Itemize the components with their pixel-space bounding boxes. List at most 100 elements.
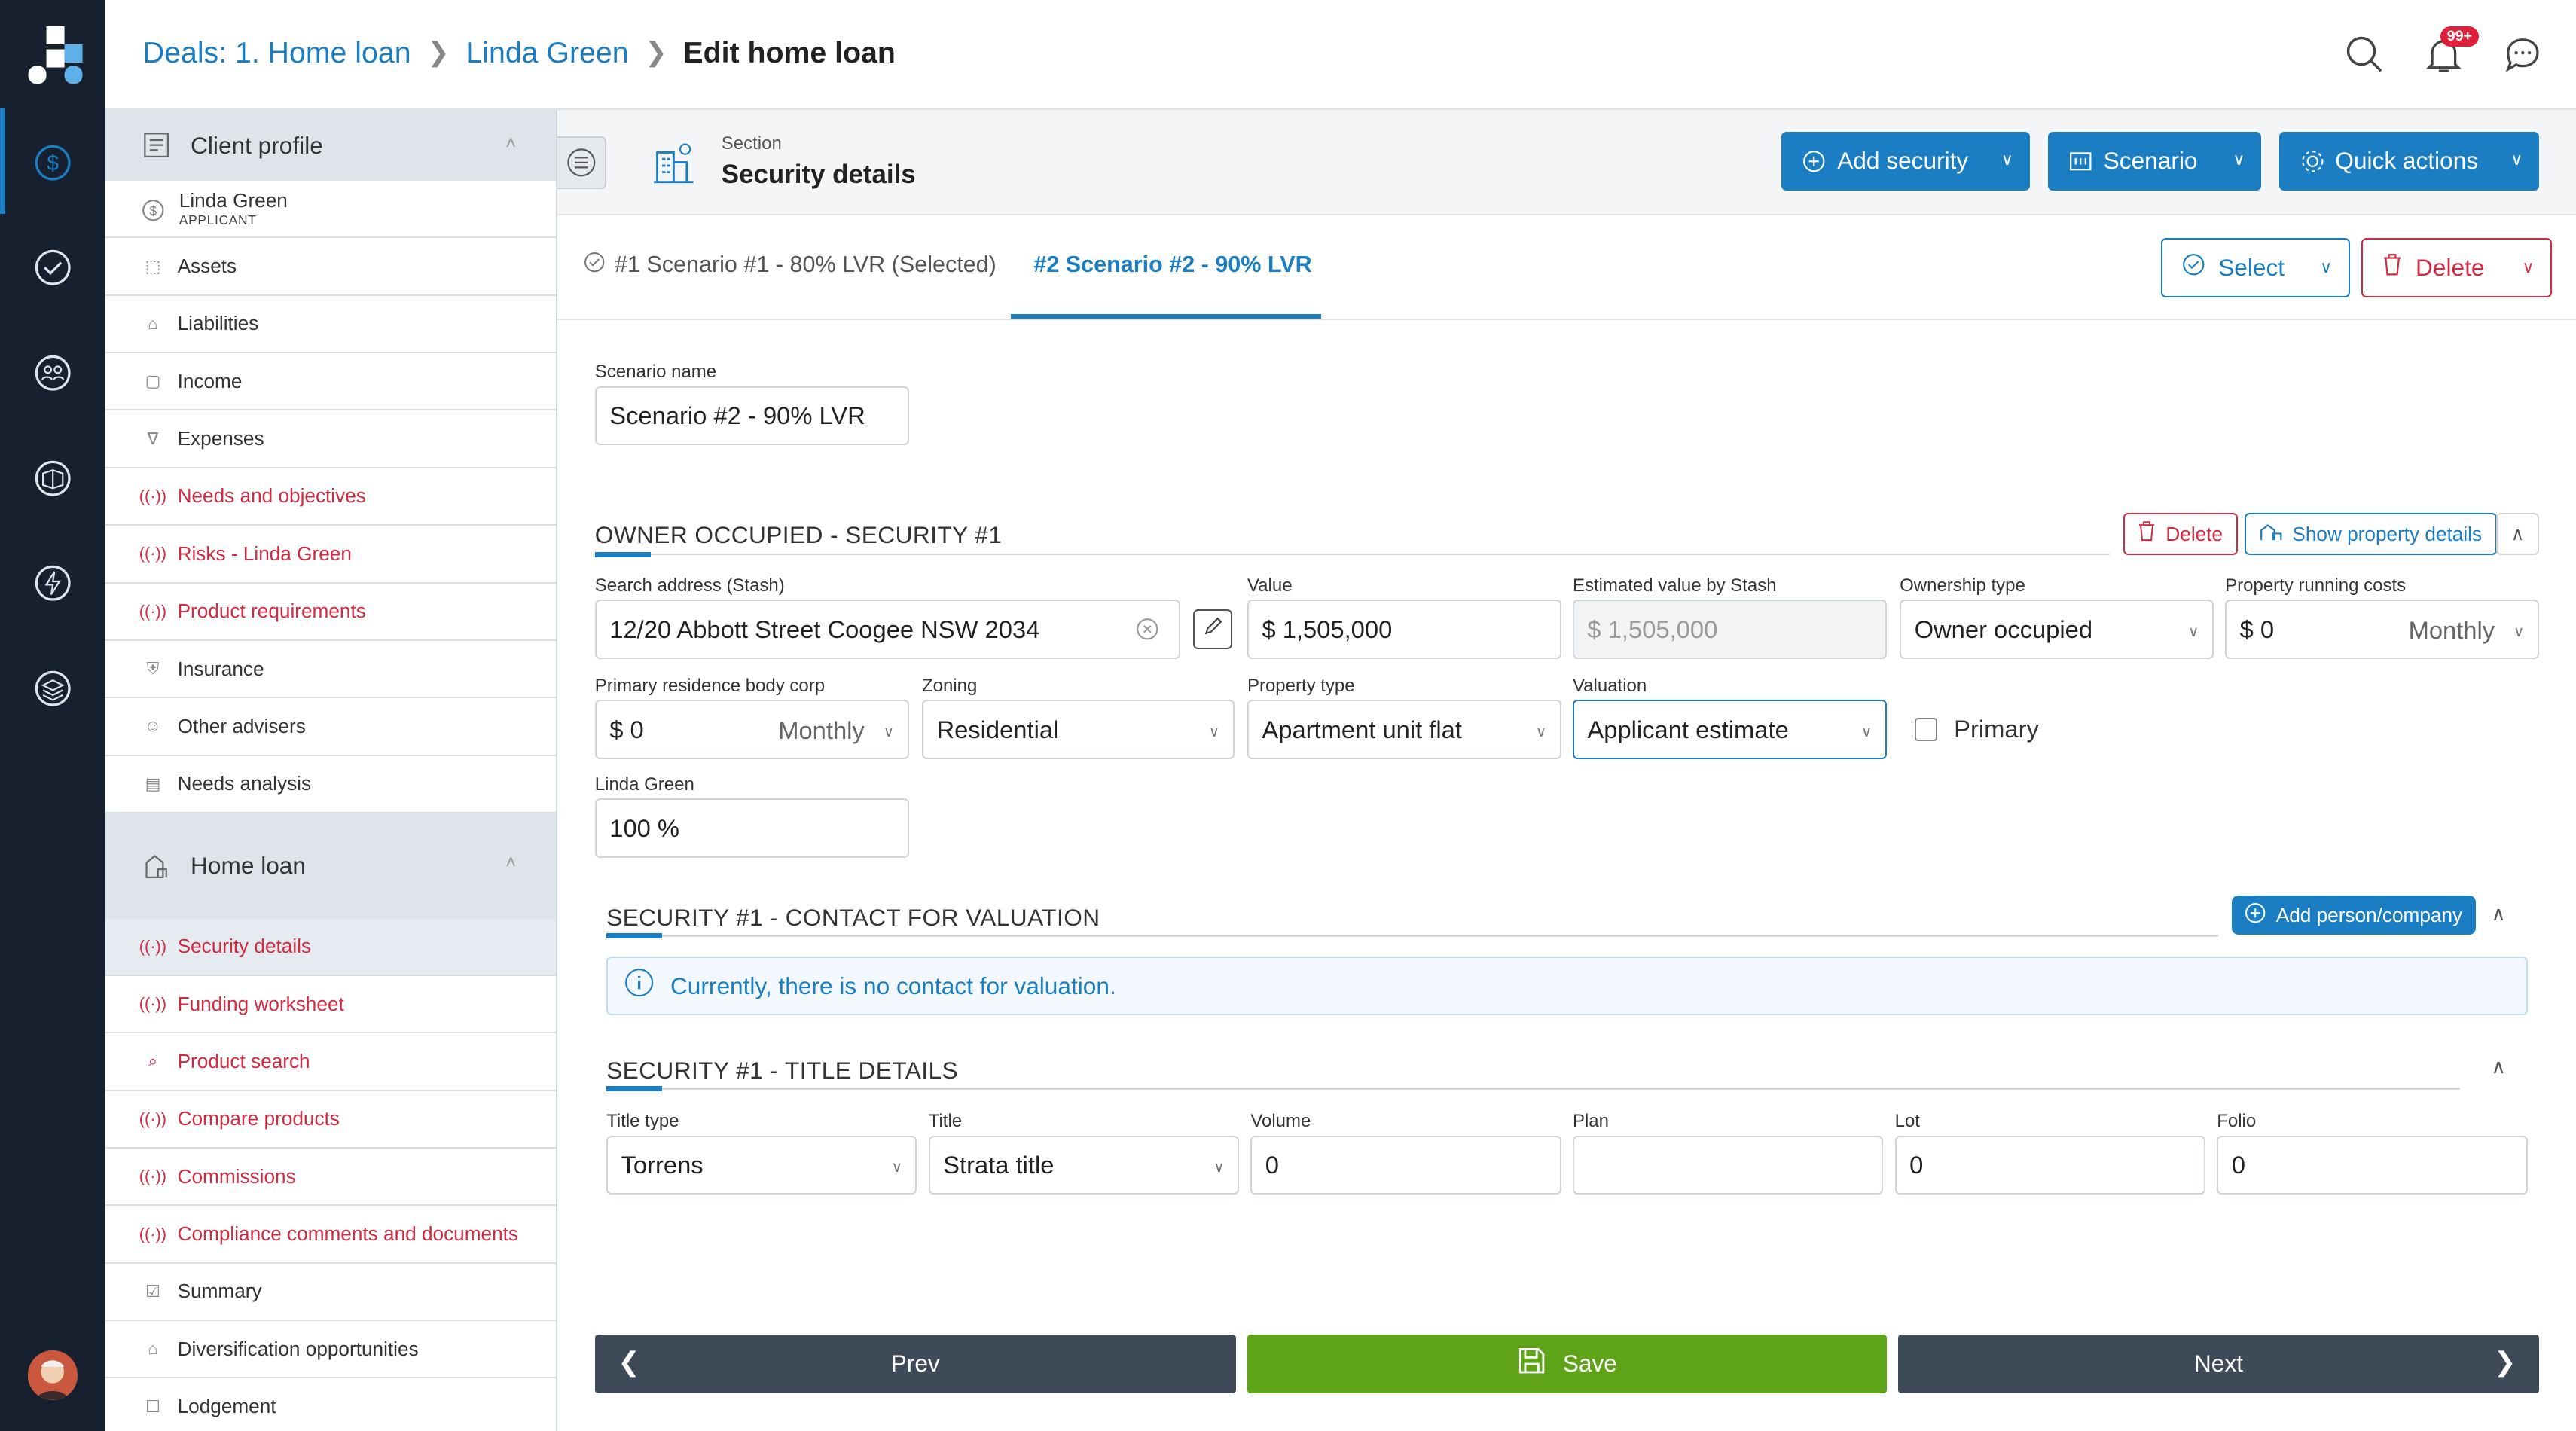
folio-input[interactable]: 0 bbox=[2217, 1135, 2528, 1195]
sidebar-item-assets[interactable]: ⬚ Assets bbox=[105, 238, 556, 296]
select-scenario-button[interactable]: Select ∨ bbox=[2161, 238, 2350, 297]
sidebar-item-expenses[interactable]: ∇ Expenses bbox=[105, 410, 556, 468]
layers-stack-icon[interactable] bbox=[33, 669, 72, 708]
chevron-up-icon[interactable]: ∧ bbox=[2491, 1054, 2506, 1078]
sidebar-item-needs-analysis[interactable]: ▤ Needs analysis bbox=[105, 755, 556, 813]
breadcrumb-deals-link[interactable]: Deals: 1. Home loan bbox=[142, 35, 411, 69]
save-button[interactable]: Save bbox=[1247, 1334, 1887, 1394]
collapse-security-button[interactable]: ∧ bbox=[2496, 512, 2539, 556]
sidebar-item-summary[interactable]: ☑ Summary bbox=[105, 1263, 556, 1322]
sidebar-item-product-search[interactable]: ⌕ Product search bbox=[105, 1033, 556, 1091]
sidebar-item-product-requirements[interactable]: ((·)) Product requirements bbox=[105, 583, 556, 641]
body-corp-frequency[interactable]: Monthly bbox=[778, 716, 865, 745]
chevron-down-icon[interactable]: ∨ bbox=[2522, 258, 2535, 277]
automation-bolt-icon[interactable] bbox=[33, 563, 72, 603]
group-home-loan[interactable]: Home loan ˄ bbox=[105, 813, 556, 919]
sidebar-item-commissions[interactable]: ((·)) Commissions bbox=[105, 1149, 556, 1207]
valuation-label: Valuation bbox=[1572, 675, 1647, 696]
property-icon bbox=[2260, 520, 2283, 547]
security-heading: OWNER OCCUPIED - SECURITY #1 bbox=[594, 520, 1003, 548]
tab-scenario-2[interactable]: #2 Scenario #2 - 90% LVR bbox=[1033, 251, 1312, 277]
sidebar-item-label: Lodgement bbox=[177, 1395, 276, 1418]
sidebar-item-liabilities[interactable]: ⌂ Liabilities bbox=[105, 295, 556, 354]
delete-security-button[interactable]: Delete bbox=[2123, 512, 2238, 556]
primary-checkbox[interactable] bbox=[1914, 718, 1938, 741]
prev-button[interactable]: ❮ Prev bbox=[594, 1334, 1236, 1394]
running-costs-frequency[interactable]: Monthly bbox=[2408, 615, 2495, 644]
breadcrumb-chevron-icon: ❯ bbox=[645, 38, 667, 68]
add-person-label: Add person/company bbox=[2275, 903, 2463, 926]
sidebar-item-security-details[interactable]: ((·)) Security details bbox=[105, 918, 556, 976]
sidebar-item-diversification[interactable]: ⌂ Diversification opportunities bbox=[105, 1321, 556, 1379]
ownership-type-label: Ownership type bbox=[1900, 575, 2025, 596]
breadcrumb: Deals: 1. Home loan ❯ Linda Green ❯ Edit… bbox=[143, 36, 896, 70]
sidebar-item-income[interactable]: ▢ Income bbox=[105, 353, 556, 411]
title-type-select[interactable]: Torrens ∨ bbox=[606, 1135, 917, 1195]
contacts-people-icon[interactable] bbox=[33, 353, 72, 392]
valuation-select[interactable]: Applicant estimate ∨ bbox=[1572, 700, 1887, 759]
sidebar-item-funding-worksheet[interactable]: ((·)) Funding worksheet bbox=[105, 975, 556, 1034]
sidebar-item-compare-products[interactable]: ((·)) Compare products bbox=[105, 1091, 556, 1149]
zoning-select[interactable]: Residential ∨ bbox=[921, 700, 1235, 759]
delete-scenario-button[interactable]: Delete ∨ bbox=[2361, 238, 2553, 297]
ownership-type-select[interactable]: Owner occupied ∨ bbox=[1900, 600, 2214, 659]
group-client-profile-label: Client profile bbox=[191, 131, 323, 159]
deals-dollar-icon[interactable]: $ bbox=[33, 143, 72, 182]
volume-input[interactable]: 0 bbox=[1250, 1135, 1561, 1195]
sidebar-item-lodgement[interactable]: ☐ Lodgement bbox=[105, 1378, 556, 1431]
chevron-up-icon[interactable]: ˄ bbox=[505, 133, 517, 154]
search-address-input[interactable]: 12/20 Abbott Street Coogee NSW 2034 bbox=[594, 600, 1180, 659]
clear-circle-icon[interactable] bbox=[1136, 618, 1159, 647]
lot-input[interactable]: 0 bbox=[1894, 1135, 2205, 1195]
collapse-sidebar-button[interactable] bbox=[557, 136, 607, 189]
sidebar-item-insurance[interactable]: ⛨ Insurance bbox=[105, 640, 556, 699]
scenario-button[interactable]: Scenario ∨ bbox=[2047, 131, 2262, 191]
chat-bubble-icon[interactable] bbox=[2501, 33, 2544, 76]
title-type-label: Title type bbox=[606, 1110, 679, 1131]
scenario-name-input[interactable]: Scenario #2 - 90% LVR bbox=[594, 386, 909, 446]
sidebar-item-needs-objectives[interactable]: ((·)) Needs and objectives bbox=[105, 468, 556, 526]
chevron-up-icon[interactable]: ∧ bbox=[2491, 902, 2506, 925]
notifications-bell-icon[interactable]: 99+ bbox=[2422, 26, 2479, 76]
sidebar-item-risks[interactable]: ((·)) Risks - Linda Green bbox=[105, 526, 556, 584]
search-icon[interactable] bbox=[2343, 33, 2386, 76]
breadcrumb-client-link[interactable]: Linda Green bbox=[465, 35, 629, 69]
add-person-company-button[interactable]: Add person/company bbox=[2231, 896, 2476, 935]
chevron-down-icon[interactable]: ∨ bbox=[2320, 258, 2333, 277]
warning-signal-icon: ((·)) bbox=[139, 544, 167, 563]
show-property-details-button[interactable]: Show property details bbox=[2245, 512, 2497, 556]
security-building-icon bbox=[654, 143, 694, 184]
sidebar-item-label: Income bbox=[177, 369, 243, 392]
chevron-down-icon[interactable]: ∨ bbox=[2001, 149, 2013, 169]
value-input[interactable]: $ 1,505,000 bbox=[1247, 600, 1561, 659]
body-corp-input[interactable]: $ 0 Monthly ∨ bbox=[594, 700, 909, 759]
sidebar-item-other-advisers[interactable]: ☺ Other advisers bbox=[105, 698, 556, 756]
profile-card-icon bbox=[142, 130, 171, 160]
warning-signal-icon: ((·)) bbox=[139, 936, 167, 956]
add-security-button[interactable]: Add security ∨ bbox=[1781, 131, 2030, 191]
quick-actions-button[interactable]: Quick actions ∨ bbox=[2279, 131, 2539, 191]
owner-share-input[interactable]: 100 % bbox=[594, 798, 909, 858]
plan-input[interactable] bbox=[1572, 1135, 1884, 1195]
sidebar-item-compliance[interactable]: ((·)) Compliance comments and documents bbox=[105, 1206, 556, 1264]
search-product-icon: ⌕ bbox=[148, 1051, 157, 1071]
edit-address-button[interactable] bbox=[1192, 609, 1233, 649]
liabilities-icon: ⌂ bbox=[148, 313, 158, 333]
next-button[interactable]: Next ❯ bbox=[1897, 1334, 2539, 1394]
sidebar-item-applicant[interactable]: $ Linda Green APPLICANT bbox=[105, 180, 556, 239]
chevron-up-icon[interactable]: ˄ bbox=[505, 853, 517, 874]
property-type-select[interactable]: Apartment unit flat ∨ bbox=[1247, 700, 1561, 759]
chevron-down-icon[interactable]: ∨ bbox=[2233, 149, 2245, 169]
lot-label: Lot bbox=[1894, 1110, 1920, 1131]
title-select[interactable]: Strata title ∨ bbox=[928, 1135, 1240, 1195]
library-book-icon[interactable] bbox=[33, 459, 72, 498]
sidebar-item-label: Risks - Linda Green bbox=[177, 542, 352, 565]
group-client-profile[interactable]: Client profile ˄ bbox=[105, 110, 556, 181]
tab-scenario-1[interactable]: #1 Scenario #1 - 80% LVR (Selected) bbox=[584, 252, 997, 279]
section-label: Section bbox=[721, 133, 782, 154]
app-logo-icon[interactable] bbox=[23, 26, 86, 89]
running-costs-input[interactable]: $ 0 Monthly ∨ bbox=[2225, 600, 2539, 659]
chevron-down-icon[interactable]: ∨ bbox=[2510, 149, 2523, 169]
user-avatar[interactable] bbox=[28, 1350, 78, 1400]
tasks-check-icon[interactable] bbox=[33, 248, 72, 287]
